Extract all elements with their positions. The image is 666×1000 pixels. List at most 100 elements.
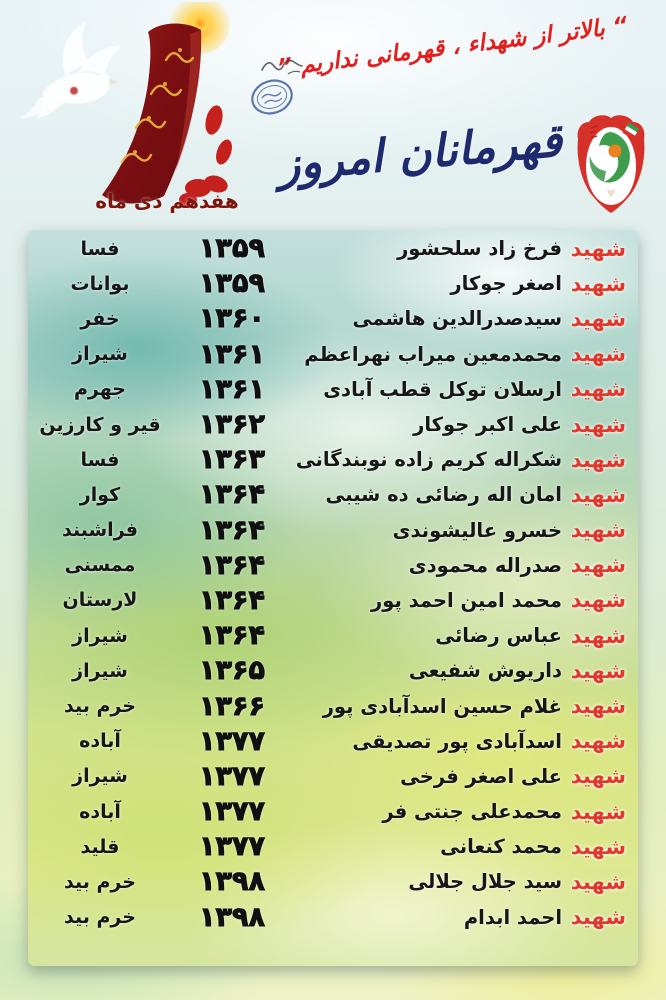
martyr-year: ۱۳۶۴: [199, 479, 265, 511]
martyr-place: خفر: [80, 307, 120, 330]
shahid-label: شهید: [570, 553, 626, 578]
signature-mark: [261, 59, 303, 75]
shahid-label: شهید: [570, 306, 626, 331]
martyr-row: شهید محمد کنعانی ۱۳۷۷ قلید: [28, 829, 638, 864]
martyr-name: علی اصغر فرخی: [400, 764, 562, 788]
martyr-place: آباده: [79, 730, 121, 753]
martyr-place: جهرم: [74, 378, 126, 401]
martyrs-rows: شهید فرخ زاد سلحشور ۱۳۵۹ فسا شهید اصغر ج…: [28, 230, 638, 966]
martyrs-list-panel: شهید فرخ زاد سلحشور ۱۳۵۹ فسا شهید اصغر ج…: [28, 230, 638, 966]
martyr-place: قیر و کارزین: [39, 413, 161, 436]
martyr-row: شهید خسرو عالیشوندی ۱۳۶۴ فراشبند: [28, 513, 638, 548]
martyr-year: ۱۳۷۷: [199, 725, 265, 757]
martyr-year: ۱۳۶۱: [199, 338, 265, 370]
martyr-year: ۱۳۶۴: [199, 584, 265, 616]
martyr-name: عباس رضائی: [435, 624, 562, 648]
martyr-place: آباده: [79, 800, 121, 823]
tulip-flowers-icon: [179, 105, 232, 207]
martyr-place: شیراز: [72, 343, 128, 366]
martyr-name: فرخ زاد سلحشور: [397, 237, 562, 261]
martyr-name: ارسلان توکل قطب آبادی: [323, 377, 562, 401]
martyr-row: شهید شکراله کریم زاده نوبندگانی ۱۳۶۳ فسا: [28, 442, 638, 477]
martyr-name: احمد ابدام: [463, 905, 562, 929]
shahid-label: شهید: [570, 588, 626, 613]
martyr-place: فراشبند: [62, 519, 138, 542]
martyr-name: محمد کنعانی: [440, 835, 562, 859]
martyr-row: شهید محمد امین احمد پور ۱۳۶۴ لارستان: [28, 583, 638, 618]
martyr-row: شهید سید جلال جلالی ۱۳۹۸ خرم بید: [28, 864, 638, 899]
martyr-place: شیراز: [72, 624, 128, 647]
martyr-place: کوار: [79, 483, 121, 506]
shahid-label: شهید: [570, 729, 626, 754]
martyr-row: شهید داریوش شفیعی ۱۳۶۵ شیراز: [28, 653, 638, 688]
martyr-year: ۱۳۶۴: [199, 514, 265, 546]
shahid-label: شهید: [570, 869, 626, 894]
martyr-name: شکراله کریم زاده نوبندگانی: [295, 448, 562, 472]
martyr-place: قلید: [80, 835, 120, 858]
date-label: هفدهم دی ماه: [95, 189, 239, 213]
martyr-row: شهید عباس رضائی ۱۳۶۴ شیراز: [28, 618, 638, 653]
martyr-year: ۱۳۶۴: [199, 549, 265, 581]
martyr-place: فسا: [80, 448, 120, 471]
quote-text: “ بالاتر از شهداء ، قهرمانی نداریم ”: [276, 12, 629, 82]
shahid-label: شهید: [570, 412, 626, 437]
martyr-year: ۱۳۵۹: [199, 233, 265, 265]
shahid-label: شهید: [570, 342, 626, 367]
martyr-place: لارستان: [62, 589, 138, 612]
martyr-place: شیراز: [72, 765, 128, 788]
martyr-name: محمد امین احمد پور: [371, 588, 562, 612]
martyr-place: خرم بید: [64, 695, 136, 718]
flag-banner-icon: [102, 2, 232, 207]
shahid-label: شهید: [570, 799, 626, 824]
martyr-name: علی اکبر جوکار: [413, 413, 562, 437]
martyr-row: شهید علی اکبر جوکار ۱۳۶۲ قیر و کارزین: [28, 407, 638, 442]
shahid-label: شهید: [570, 518, 626, 543]
shahid-label: شهید: [570, 764, 626, 789]
shahid-label: شهید: [570, 658, 626, 683]
martyr-row: شهید اصغر جوکار ۱۳۵۹ بوانات: [28, 266, 638, 301]
martyr-year: ۱۳۷۷: [199, 760, 265, 792]
martyr-row: شهید سیدصدرالدین هاشمی ۱۳۶۰ خفر: [28, 301, 638, 336]
martyr-name: اسدآبادی پور تصدیقی: [352, 729, 562, 753]
martyr-name: سیدصدرالدین هاشمی: [352, 307, 562, 331]
martyr-name: سید جلال جلالی: [408, 870, 562, 894]
martyr-name: خسرو عالیشوندی: [392, 518, 562, 542]
shahid-label: شهید: [570, 834, 626, 859]
shahid-label: شهید: [570, 447, 626, 472]
shahid-label: شهید: [570, 482, 626, 507]
martyr-place: خرم بید: [64, 906, 136, 929]
martyr-year: ۱۳۶۶: [199, 690, 265, 722]
martyr-place: شیراز: [72, 659, 128, 682]
dove-icon: [20, 21, 122, 119]
shahid-label: شهید: [570, 694, 626, 719]
martyr-name: صدراله محمودی: [408, 553, 562, 577]
martyr-year: ۱۳۹۸: [199, 866, 265, 898]
martyr-year: ۱۳۶۴: [199, 620, 265, 652]
martyr-place: فسا: [80, 237, 120, 260]
martyr-row: شهید محمدعلی جنتی فر ۱۳۷۷ آباده: [28, 794, 638, 829]
martyr-name: محمدمعین میراب نهراعظم: [304, 342, 562, 366]
martyr-name: محمدعلی جنتی فر: [382, 800, 562, 824]
martyr-year: ۱۳۶۱: [199, 373, 265, 405]
shahid-label: شهید: [570, 623, 626, 648]
martyr-year: ۱۳۶۲: [199, 409, 265, 441]
martyr-name: اصغر جوکار: [450, 272, 562, 296]
martyr-row: شهید امان اله رضائی ده شیبی ۱۳۶۴ کوار: [28, 477, 638, 512]
seal-stamp-icon: [251, 79, 293, 115]
martyr-place: بوانات: [70, 272, 130, 295]
shahid-label: شهید: [570, 236, 626, 261]
martyr-row: شهید غلام حسین اسدآبادی پور ۱۳۶۶ خرم بید: [28, 688, 638, 723]
martyr-place: ممسنی: [64, 554, 136, 577]
martyr-year: ۱۳۶۵: [199, 655, 265, 687]
martyr-row: شهید محمدمعین میراب نهراعظم ۱۳۶۱ شیراز: [28, 337, 638, 372]
martyr-year: ۱۳۶۰: [199, 303, 265, 335]
martyr-year: ۱۳۵۹: [199, 268, 265, 300]
shahid-label: شهید: [570, 377, 626, 402]
martyr-row: شهید علی اصغر فرخی ۱۳۷۷ شیراز: [28, 759, 638, 794]
martyr-name: داریوش شفیعی: [408, 659, 562, 683]
martyr-name: امان اله رضائی ده شیبی: [325, 483, 563, 507]
tulip-emblem-icon: [577, 115, 645, 213]
shahid-label: شهید: [570, 905, 626, 930]
martyr-row: شهید اسدآبادی پور تصدیقی ۱۳۷۷ آباده: [28, 724, 638, 759]
